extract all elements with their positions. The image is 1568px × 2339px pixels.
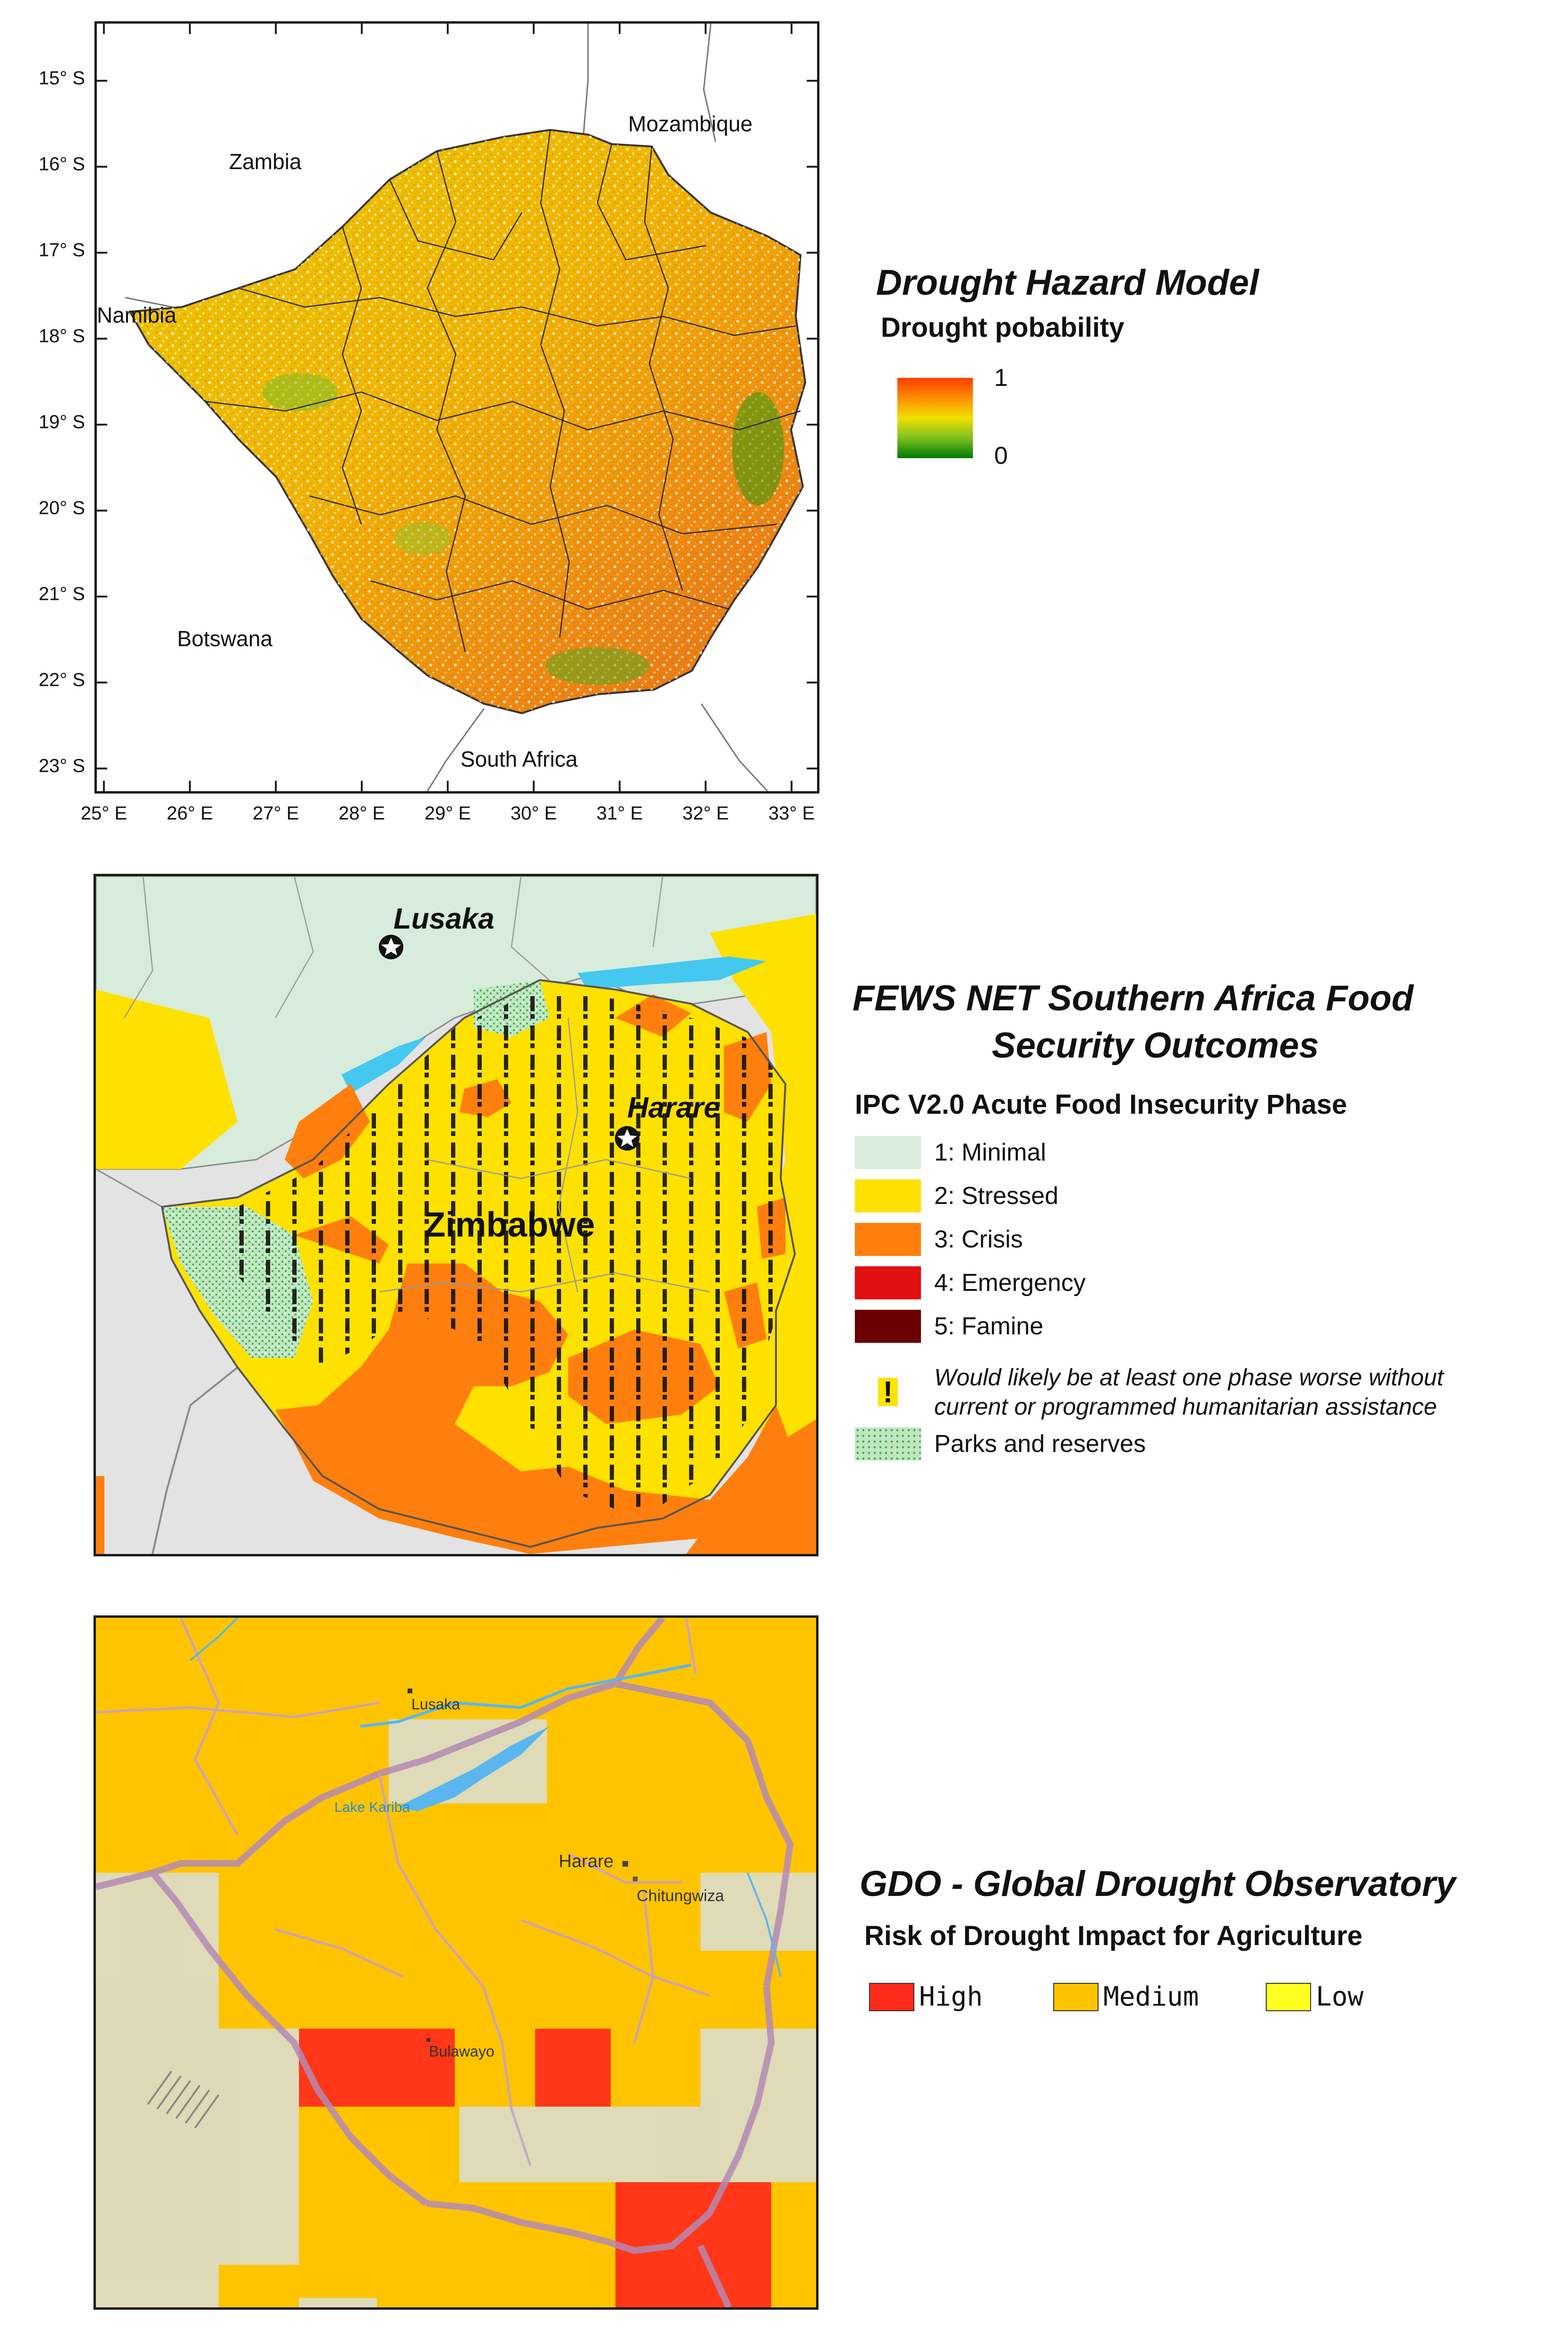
assistance-note-line1: Would likely be at least one phase worse… <box>934 1364 1444 1391</box>
lon-label: 28° E <box>338 803 385 824</box>
phase-label: 4: Emergency <box>934 1269 1086 1297</box>
lon-label: 27° E <box>252 803 299 824</box>
city-label-harare: Harare <box>627 1092 720 1124</box>
bulawayo-dot-icon <box>426 2038 430 2042</box>
lon-label: 31° E <box>596 803 643 824</box>
fews-map-graphic <box>96 876 816 1554</box>
legend-parks: Parks and reserves <box>855 1427 1146 1460</box>
country-label-zimbabwe: Zimbabwe <box>424 1205 595 1244</box>
lon-label: 32° E <box>682 803 729 824</box>
phase-label: 3: Crisis <box>934 1226 1023 1253</box>
hazard-title: Drought Hazard Model <box>876 263 1259 303</box>
phase-label: 2: Stressed <box>934 1182 1059 1210</box>
place-label-bulawayo: Bulawayo <box>429 2043 494 2060</box>
country-label-zambia: Zambia <box>229 149 302 174</box>
country-label-botswana: Botswana <box>177 626 273 651</box>
legend-label: Medium <box>1103 1981 1199 2012</box>
country-label-namibia: Namibia <box>97 303 177 327</box>
lat-label: 17° S <box>38 239 85 261</box>
hazard-map-graphic <box>97 24 817 791</box>
fews-title-line1: FEWS NET Southern Africa Food <box>852 978 1414 1018</box>
legend-phase-2: 2: Stressed <box>855 1179 1058 1212</box>
legend-medium: Medium <box>1053 1981 1199 2012</box>
legend-assistance: ! Would likely be at least one phase wor… <box>855 1363 1443 1421</box>
phase-label: 5: Famine <box>934 1313 1044 1340</box>
gdo-subtitle: Risk of Drought Impact for Agriculture <box>864 1921 1363 1951</box>
lat-label: 20° S <box>38 497 85 519</box>
lon-label: 33° E <box>768 803 815 824</box>
lusaka-star-icon <box>379 935 403 959</box>
legend-phase-4: 4: Emergency <box>855 1266 1086 1299</box>
place-label-chitungwiza: Chitungwiza <box>637 1887 724 1905</box>
colorbar-min-label: 0 <box>994 442 1008 470</box>
assistance-note-line2: current or programmed humanitarian assis… <box>934 1393 1437 1420</box>
lusaka-dot-icon <box>408 1689 412 1693</box>
legend-high: High <box>869 1981 983 2012</box>
lat-label: 21° S <box>38 583 85 605</box>
harare-star-icon <box>615 1126 639 1151</box>
legend-phase-5: 5: Famine <box>855 1310 1043 1343</box>
country-label-mozambique: Mozambique <box>628 111 753 136</box>
legend-label: High <box>919 1981 983 2012</box>
phase-label: 1: Minimal <box>934 1139 1046 1166</box>
place-label-lusaka: Lusaka <box>411 1696 460 1713</box>
fews-map: Lusaka Harare Zimbabwe <box>94 874 818 1556</box>
lat-label: 23° S <box>38 755 85 777</box>
parks-swatch <box>855 1427 921 1460</box>
gdo-panel: Lusaka Lake Kariba Harare Chitungwiza Bu… <box>0 1587 1568 2339</box>
parks-label: Parks and reserves <box>934 1430 1146 1458</box>
legend-phase-1: 1: Minimal <box>855 1136 1046 1169</box>
city-label-lusaka: Lusaka <box>393 903 494 935</box>
hazard-colorbar <box>897 378 973 458</box>
high-swatch <box>869 1982 914 2011</box>
hazard-map: Zambia Mozambique Namibia Botswana South… <box>94 21 819 794</box>
harare-dot-icon <box>622 1861 628 1867</box>
place-label-lake-kariba: Lake Kariba <box>334 1800 410 1815</box>
chitungwiza-dot-icon <box>633 1877 638 1881</box>
gdo-title: GDO - Global Drought Observatory <box>860 1864 1456 1904</box>
exclamation-icon: ! <box>855 1375 921 1409</box>
lon-axis: 25° E 26° E 27° E 28° E 29° E 30° E 31° … <box>81 803 819 841</box>
lat-label: 19° S <box>38 411 85 433</box>
phase-swatch <box>855 1310 921 1343</box>
fews-net-panel: Lusaka Harare Zimbabwe FEWS NET Southern… <box>0 850 1568 1587</box>
lon-label: 29° E <box>424 803 471 824</box>
low-swatch <box>1266 1982 1311 2011</box>
gdo-map-graphic <box>96 1618 816 2307</box>
phase-swatch <box>855 1136 921 1169</box>
lat-label: 22° S <box>38 669 85 691</box>
fews-subtitle: IPC V2.0 Acute Food Insecurity Phase <box>855 1089 1347 1120</box>
lat-label: 18° S <box>38 325 85 347</box>
lat-label: 16° S <box>38 154 85 175</box>
lon-label: 30° E <box>510 803 557 824</box>
legend-low: Low <box>1266 1981 1363 2012</box>
drought-hazard-panel: 15° S 16° S 17° S 18° S 19° S 20° S 21° … <box>0 0 1568 850</box>
hazard-subtitle: Drought pobability <box>881 312 1125 343</box>
phase-swatch <box>855 1179 921 1212</box>
medium-swatch <box>1053 1982 1099 2011</box>
place-label-harare: Harare <box>559 1852 614 1871</box>
phase-swatch <box>855 1266 921 1299</box>
legend-phase-3: 3: Crisis <box>855 1223 1023 1256</box>
phase-swatch <box>855 1223 921 1256</box>
lon-label: 26° E <box>166 803 213 824</box>
legend-label: Low <box>1316 1981 1364 2012</box>
lon-label: 25° E <box>80 803 128 824</box>
lat-label: 15° S <box>38 68 85 89</box>
country-label-south-africa: South Africa <box>460 747 578 771</box>
lat-axis: 15° S 16° S 17° S 18° S 19° S 20° S 21° … <box>0 0 85 850</box>
gdo-map: Lusaka Lake Kariba Harare Chitungwiza Bu… <box>94 1615 818 2310</box>
colorbar-max-label: 1 <box>994 364 1008 392</box>
fews-title-line2: Security Outcomes <box>992 1025 1319 1066</box>
